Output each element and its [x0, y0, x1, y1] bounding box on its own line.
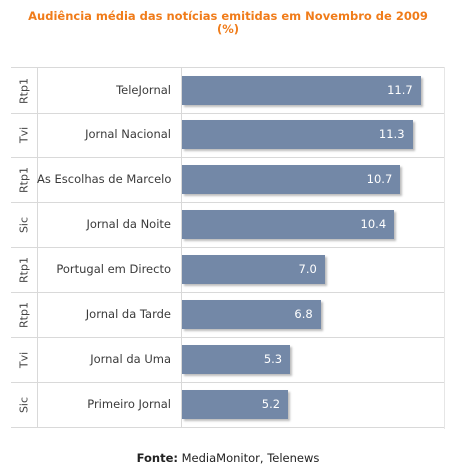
chart-title-unit: (%): [216, 22, 240, 36]
bar: 10.4: [182, 210, 395, 239]
channel-label-cell: Rtp1: [11, 157, 38, 202]
program-label: Jornal Nacional: [85, 127, 171, 141]
chart-title: Audiência média das notícias emitidas em…: [28, 9, 428, 23]
channel-label-cell: Tvi: [11, 337, 38, 382]
bar: 5.2: [182, 390, 289, 419]
channel-label: Tvi: [17, 126, 31, 143]
bar-value-label: 11.7: [387, 83, 413, 97]
program-label: Primeiro Jornal: [87, 397, 171, 411]
bar: 11.7: [182, 76, 421, 105]
program-label: As Escolhas de Marcelo: [37, 172, 172, 186]
bar: 6.8: [182, 300, 321, 329]
chart-row: Tvi Jornal Nacional 11.3: [11, 112, 444, 158]
chart-row: Rtp1 As Escolhas de Marcelo 10.7: [11, 157, 444, 203]
bar-value-label: 6.8: [294, 307, 313, 321]
source-label: Fonte:: [136, 451, 178, 465]
channel-label: Tvi: [17, 351, 31, 368]
bar: 5.3: [182, 345, 291, 374]
source-text: MediaMonitor, Telenews: [177, 451, 320, 465]
chart-row: Rtp1 Jornal da Tarde 6.8: [11, 292, 444, 338]
bar-value-label: 10.4: [360, 217, 387, 231]
bar-value-label: 7.0: [298, 262, 317, 276]
channel-label: Rtp1: [17, 301, 31, 328]
source-note: Fonte: MediaMonitor, Telenews: [0, 451, 456, 465]
label-divider: [181, 67, 182, 428]
channel-label-cell: Rtp1: [11, 247, 38, 292]
bar-value-label: 10.7: [366, 172, 393, 186]
chart-row: Sic Primeiro Jornal 5.2: [11, 382, 444, 428]
program-label: Jornal da Noite: [86, 217, 171, 231]
channel-label-cell: Tvi: [11, 112, 38, 157]
channel-label-cell: Sic: [11, 382, 38, 427]
program-label: TeleJornal: [116, 83, 171, 97]
chart-row: Rtp1 TeleJornal 11.7: [11, 67, 444, 114]
chart-row: Tvi Jornal da Uma 5.3: [11, 337, 444, 383]
bar-value-label: 5.3: [263, 352, 283, 366]
bar-value-label: 5.2: [261, 397, 281, 411]
channel-label-cell: Sic: [11, 202, 38, 247]
channel-label: Sic: [17, 216, 31, 233]
channel-label: Rtp1: [17, 166, 31, 193]
bar: 7.0: [182, 255, 325, 284]
chart-row: Sic Jornal da Noite 10.4: [11, 202, 444, 248]
program-label: Jornal da Tarde: [85, 307, 171, 321]
program-label: Jornal da Uma: [90, 352, 171, 366]
channel-label: Rtp1: [17, 77, 31, 104]
bar: 11.3: [182, 120, 413, 149]
chart-row: Rtp1 Portugal em Directo 7.0: [11, 247, 444, 293]
channel-label-cell: Rtp1: [11, 292, 38, 337]
bar-chart: Rtp1 TeleJornal 11.7 Tvi Jornal Nacional 11.3…: [11, 67, 445, 429]
program-label: Portugal em Directo: [56, 262, 171, 276]
channel-label-cell: Rtp1: [11, 68, 38, 113]
bar: 10.7: [182, 165, 401, 194]
channel-label: Rtp1: [17, 256, 31, 283]
bar-value-label: 11.3: [378, 127, 405, 141]
channel-label: Sic: [17, 396, 31, 413]
